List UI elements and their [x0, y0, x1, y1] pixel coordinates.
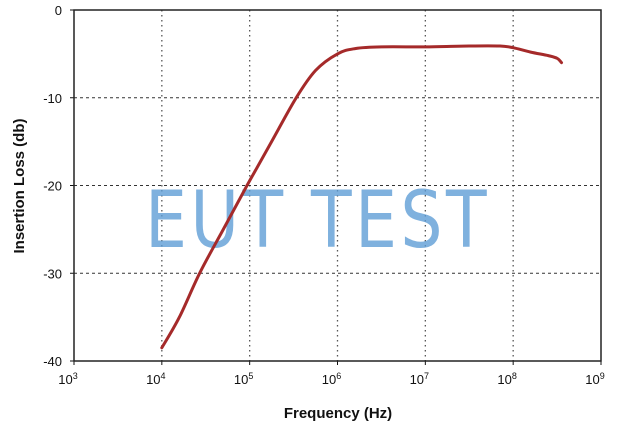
- y-axis-title: Insertion Loss (db): [11, 118, 28, 253]
- y-tick-label: 0: [55, 3, 62, 18]
- x-tick-label: 106: [322, 371, 341, 387]
- x-tick-label: 105: [234, 371, 253, 387]
- y-tick-label: -20: [43, 179, 62, 194]
- x-tick-label: 104: [146, 371, 165, 387]
- y-tick-label: -10: [43, 91, 62, 106]
- data-series-line: [160, 44, 563, 350]
- watermark-text: EUT TEST: [145, 176, 490, 266]
- grid-lines: [74, 10, 601, 361]
- y-axis-tick-labels: 0 -10 -20 -30 -40: [43, 3, 62, 369]
- axes: [70, 9, 602, 365]
- y-tick-label: -30: [43, 266, 62, 281]
- x-tick-label: 109: [585, 371, 604, 387]
- y-tick-label: -40: [43, 354, 62, 369]
- x-axis-tick-labels: 103 104 105 106 107 108 109: [58, 371, 604, 387]
- plot-frame: [73, 9, 602, 362]
- x-tick-label: 108: [497, 371, 516, 387]
- x-axis-title: Frequency (Hz): [284, 405, 392, 422]
- x-tick-label: 103: [58, 371, 77, 387]
- x-tick-label: 107: [410, 371, 429, 387]
